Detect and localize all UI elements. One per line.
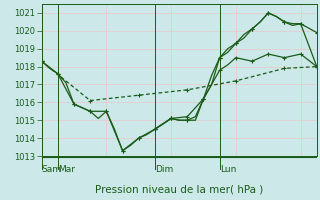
- Text: Pression niveau de la mer( hPa ): Pression niveau de la mer( hPa ): [95, 184, 263, 194]
- Text: Lun: Lun: [220, 165, 236, 174]
- Text: Sam: Sam: [42, 165, 61, 174]
- Text: Mar: Mar: [58, 165, 75, 174]
- Text: Dim: Dim: [155, 165, 173, 174]
